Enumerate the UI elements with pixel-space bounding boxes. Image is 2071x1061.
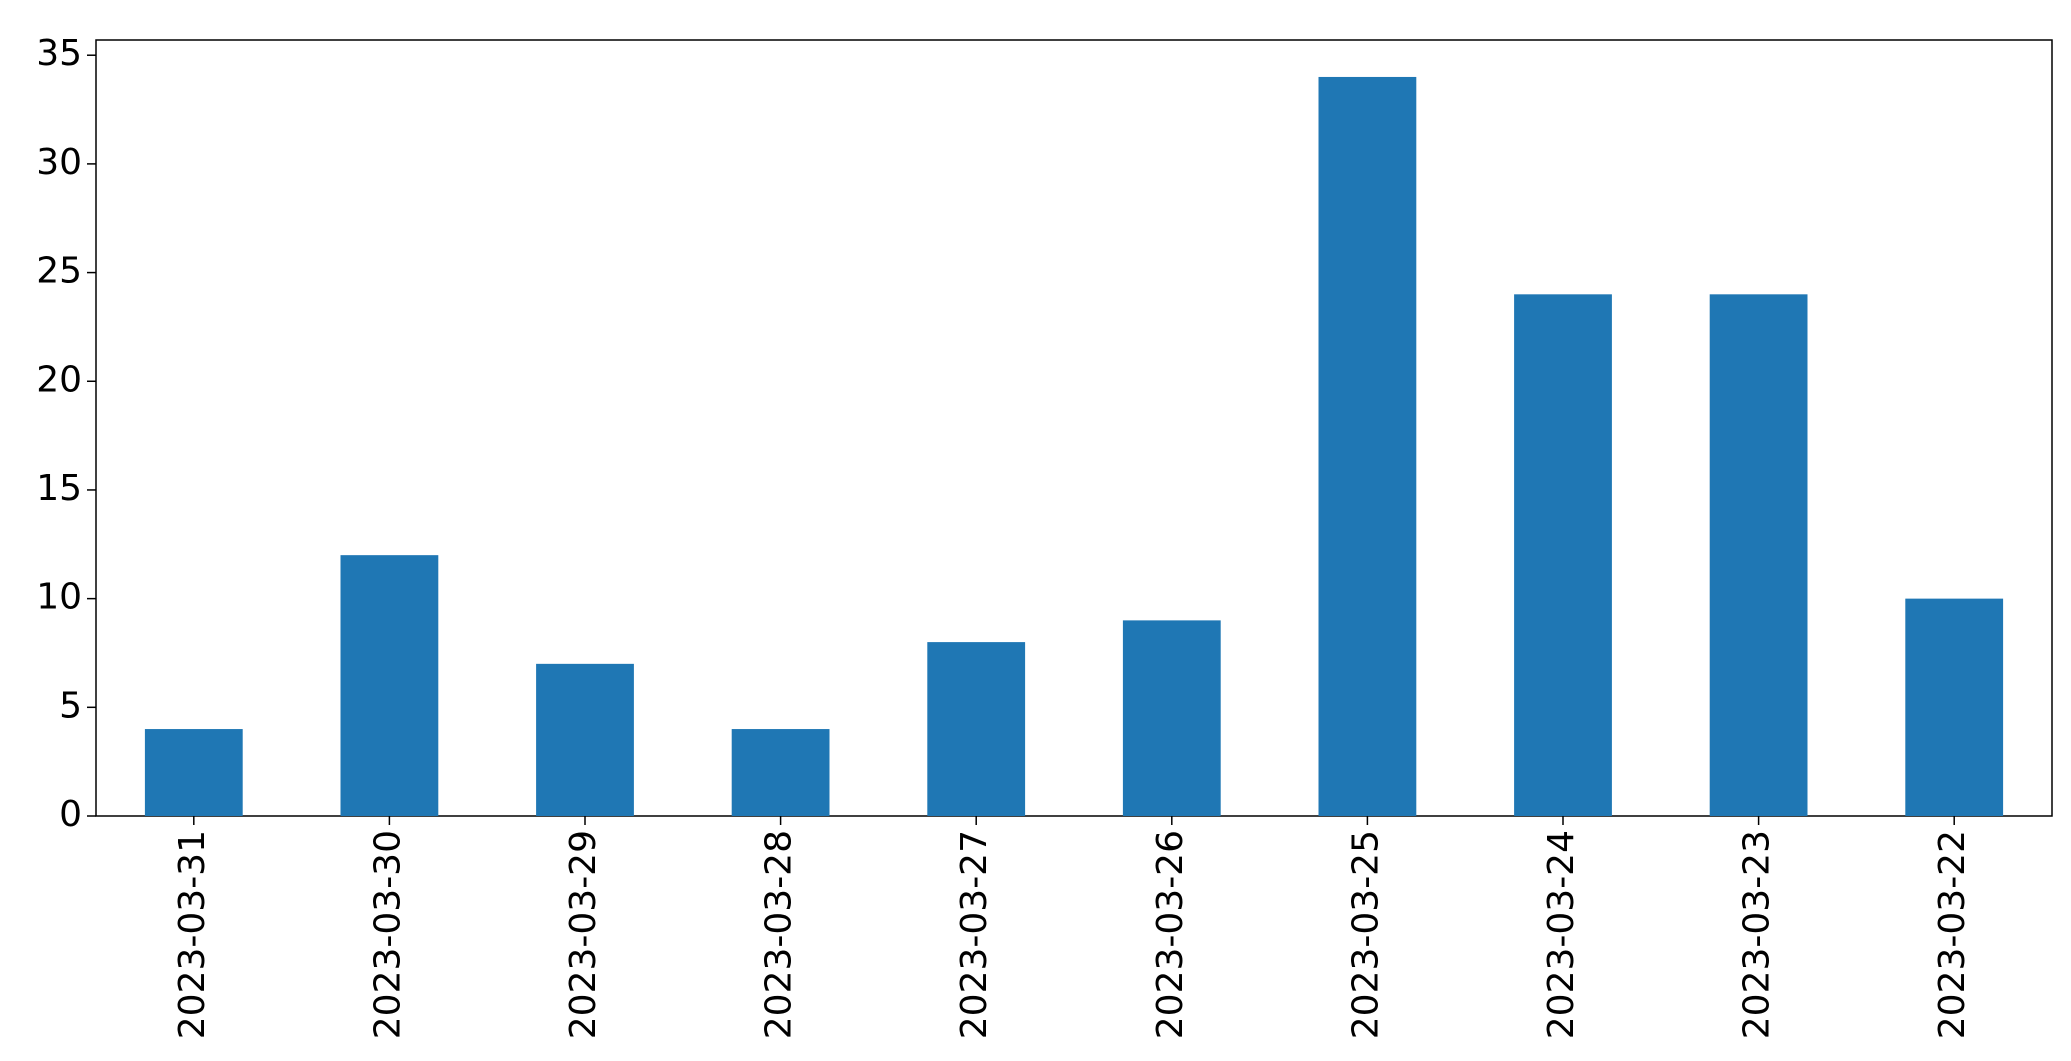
x-tick-label: 2023-03-23 [1737, 830, 1778, 1039]
x-tick-label: 2023-03-26 [1150, 830, 1191, 1039]
x-tick-label: 2023-03-24 [1541, 830, 1582, 1039]
y-tick-label: 35 [36, 33, 82, 74]
x-tick-label: 2023-03-29 [563, 830, 604, 1039]
bar [1318, 76, 1417, 816]
y-tick-label: 30 [36, 142, 82, 183]
x-tick-label: 2023-03-30 [367, 830, 408, 1039]
bar [927, 642, 1026, 816]
bar [536, 663, 634, 816]
x-tick-label: 2023-03-28 [759, 830, 800, 1039]
bar [1905, 598, 2004, 816]
y-tick-label: 15 [36, 468, 82, 509]
bar [1709, 294, 1808, 816]
x-tick-label: 2023-03-25 [1345, 830, 1386, 1039]
bar [144, 729, 243, 816]
bar [340, 555, 439, 816]
y-tick-label: 25 [36, 251, 82, 292]
y-tick-label: 10 [36, 577, 82, 618]
bar [731, 729, 830, 816]
axes-frame [95, 39, 2053, 817]
x-tick-label: 2023-03-27 [954, 830, 995, 1039]
y-tick-label: 20 [36, 359, 82, 400]
x-tick-label: 2023-03-22 [1932, 830, 1973, 1039]
bar [1122, 620, 1221, 816]
y-tick-label: 0 [59, 794, 82, 835]
y-tick-label: 5 [59, 685, 82, 726]
x-tick-label: 2023-03-31 [172, 830, 213, 1039]
bar [1514, 294, 1612, 816]
